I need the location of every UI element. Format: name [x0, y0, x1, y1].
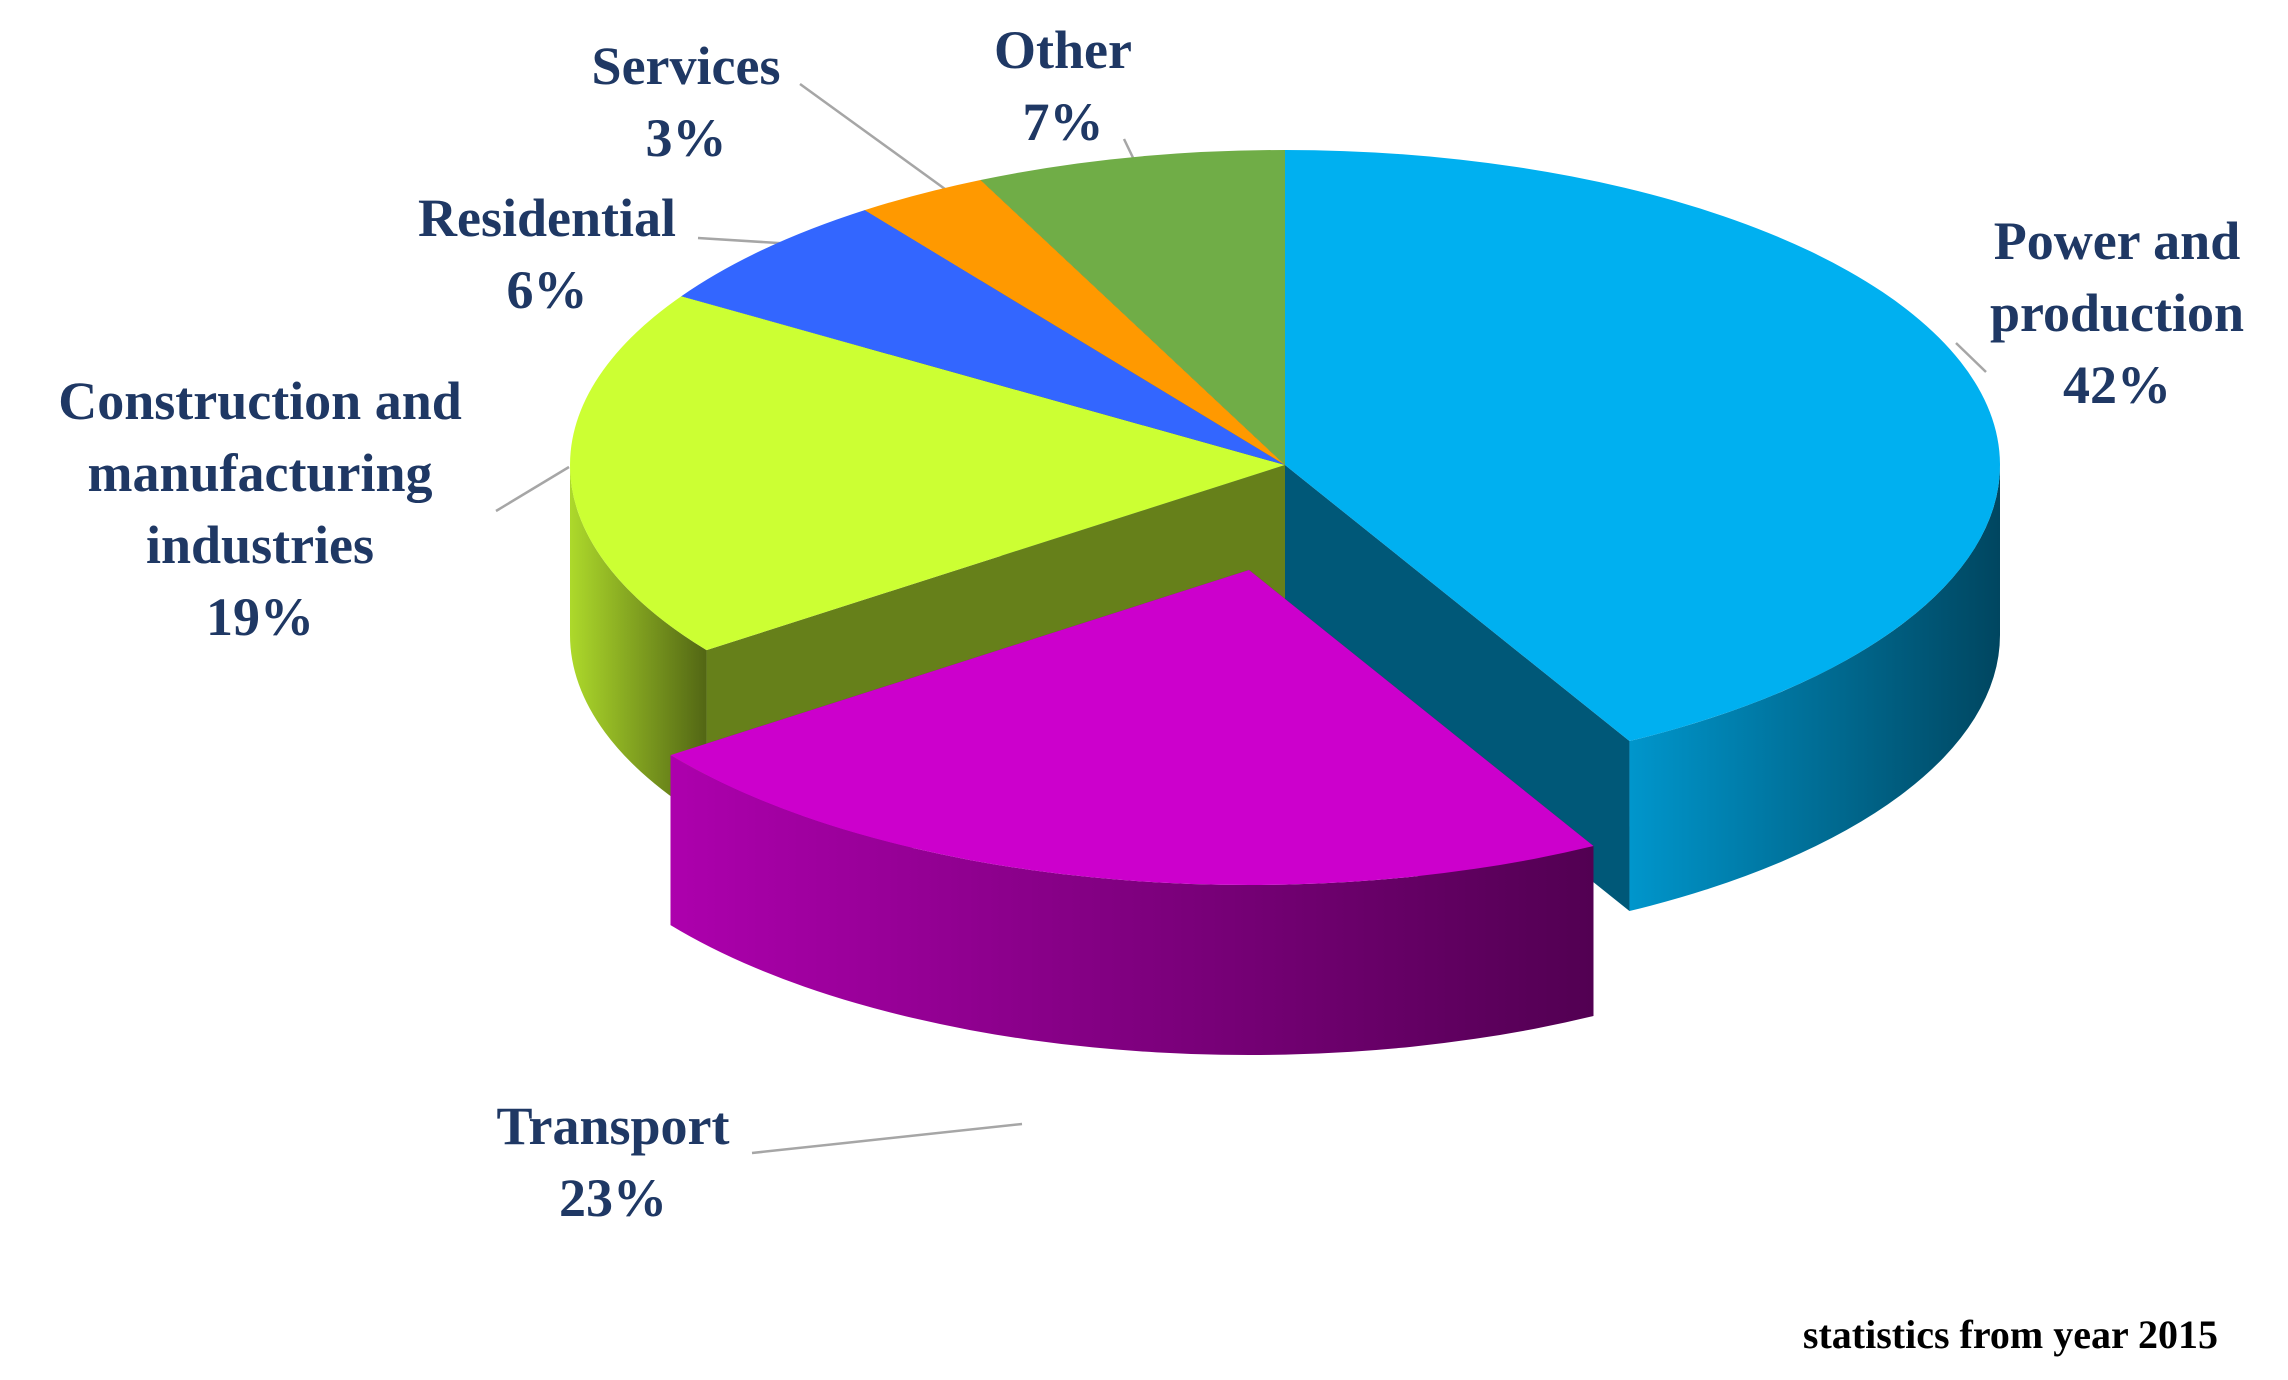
- label-value: 6%: [506, 260, 588, 320]
- leader-line: [751, 1122, 1023, 1155]
- label-value: 23%: [559, 1168, 667, 1228]
- pie-tops: [569, 150, 2001, 886]
- slice-label: Residential 6%: [397, 182, 697, 326]
- leader-line: [495, 465, 570, 513]
- pie-slice: [980, 150, 1285, 465]
- label-name: Transport: [496, 1096, 730, 1156]
- pie-slice: [1285, 150, 2001, 742]
- leader-lines: [495, 82, 1987, 1155]
- slice-label: Transport 23%: [463, 1090, 763, 1234]
- pie-slice: [670, 570, 1594, 886]
- label-value: 19%: [206, 587, 314, 647]
- leader-line: [1955, 342, 1987, 373]
- pie-slice: [569, 296, 1285, 651]
- pie-slice: [681, 210, 1285, 465]
- slice-side: [670, 755, 1594, 1055]
- slice-side: [1285, 465, 1630, 912]
- slice-label: Services 3%: [536, 30, 836, 174]
- label-name: Other: [994, 20, 1132, 80]
- slice-label: Power and production 42%: [1952, 205, 2282, 421]
- slice-side: [1629, 465, 2000, 912]
- slice-side: [570, 465, 707, 821]
- pie-slice: [864, 179, 1285, 465]
- label-name: Services: [591, 36, 781, 96]
- note: statistics from year 2015: [1802, 1312, 2218, 1357]
- slice-label: Other 7%: [913, 14, 1213, 158]
- slice-label: Construction and manufacturing industrie…: [0, 365, 520, 653]
- label-value: 42%: [2063, 355, 2171, 415]
- label-name: Construction and manufacturing industrie…: [58, 371, 462, 575]
- label-value: 7%: [1022, 92, 1104, 152]
- leader-line: [799, 82, 957, 199]
- label-name: Residential: [417, 188, 676, 248]
- label-value: 3%: [645, 108, 727, 168]
- label-name: Power and production: [1989, 211, 2245, 343]
